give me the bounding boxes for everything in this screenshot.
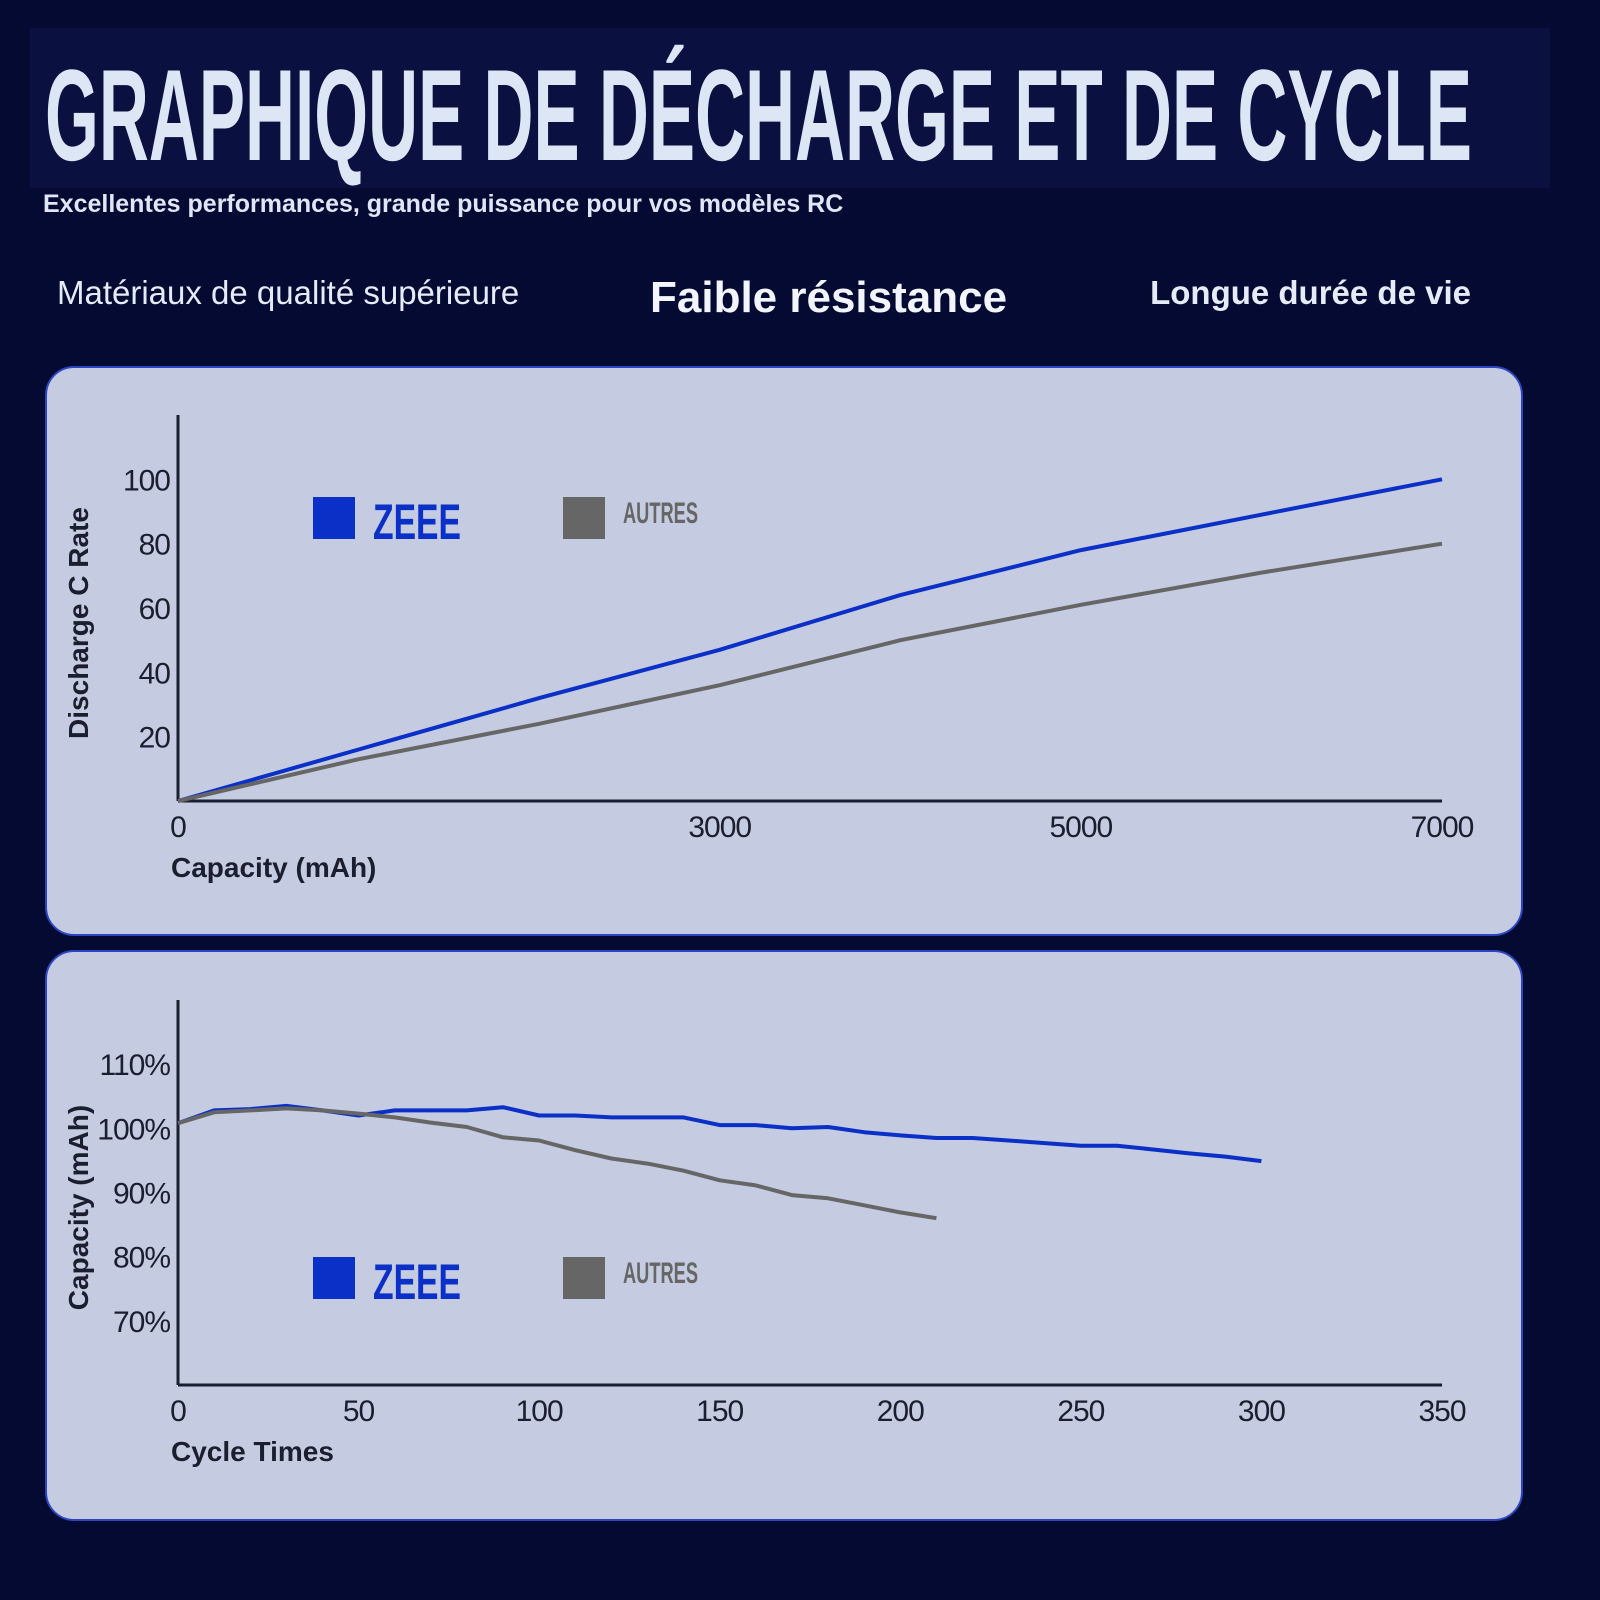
x-axis-title: Cycle Times xyxy=(171,1436,334,1467)
x-tick-label: 3000 xyxy=(688,811,751,844)
y-tick-label: 90% xyxy=(113,1178,170,1211)
y-tick-label: 60 xyxy=(139,593,171,626)
x-axis-title: Capacity (mAh) xyxy=(171,852,376,883)
x-tick-label: 50 xyxy=(343,1395,375,1428)
legend-label: ZEEE xyxy=(373,494,461,550)
y-tick-label: 100% xyxy=(97,1113,170,1146)
chart-panel xyxy=(45,950,1523,1521)
x-tick-label: 200 xyxy=(877,1395,924,1428)
y-tick-label: 80 xyxy=(139,529,171,562)
legend-label: AUTRES xyxy=(623,497,698,530)
x-tick-label: 0 xyxy=(170,1395,186,1428)
y-tick-label: 110% xyxy=(99,1049,170,1082)
x-tick-label: 0 xyxy=(170,811,186,844)
y-tick-label: 40 xyxy=(139,657,171,690)
series-line xyxy=(177,477,1443,803)
feature: Matériaux de qualité supérieure xyxy=(57,274,519,311)
x-tick-label: 350 xyxy=(1418,1395,1465,1428)
series-line xyxy=(177,1106,937,1221)
x-tick-label: 100 xyxy=(516,1395,563,1428)
y-tick-label: 100 xyxy=(123,464,170,497)
y-axis-title: Capacity (mAh) xyxy=(63,1105,94,1310)
x-tick-label: 250 xyxy=(1057,1395,1104,1428)
legend-swatch xyxy=(563,497,605,539)
legend-label: AUTRES xyxy=(623,1257,698,1290)
legend-swatch xyxy=(563,1257,605,1299)
y-tick-label: 70% xyxy=(113,1306,170,1339)
y-tick-label: 80% xyxy=(113,1242,170,1275)
legend-swatch xyxy=(313,1257,355,1299)
x-tick-label: 5000 xyxy=(1049,811,1112,844)
feature: Longue durée de vie xyxy=(1150,274,1471,311)
chart-panel xyxy=(45,366,1523,936)
title-band xyxy=(30,28,1550,188)
subtitle: Excellentes performances, grande puissan… xyxy=(43,190,843,218)
y-tick-label: 20 xyxy=(139,722,171,755)
page-title: GRAPHIQUE DE DÉCHARGE ET DE CYCLE xyxy=(45,42,1472,188)
y-axis-title: Discharge C Rate xyxy=(63,507,94,739)
feature: Faible résistance xyxy=(650,273,1007,322)
x-tick-label: 300 xyxy=(1238,1395,1285,1428)
x-tick-label: 150 xyxy=(696,1395,743,1428)
x-tick-label: 7000 xyxy=(1411,811,1474,844)
legend-swatch xyxy=(313,497,355,539)
series-line xyxy=(177,541,1443,803)
legend-label: ZEEE xyxy=(373,1254,461,1310)
